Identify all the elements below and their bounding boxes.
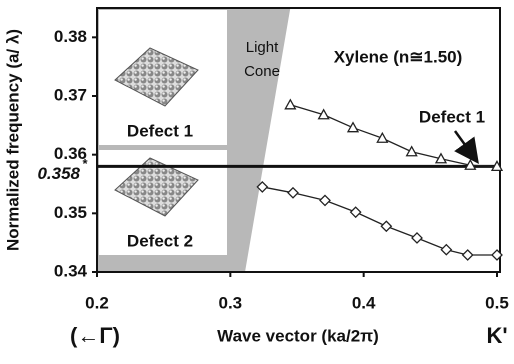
y-tick-label: 0.38 <box>54 27 87 46</box>
pointer-label: Defect 1 <box>419 107 485 126</box>
x-tick-label: 0.5 <box>485 293 509 312</box>
insets: Defect 1 Defect 2 <box>99 10 227 255</box>
inset-label: Defect 2 <box>127 231 193 250</box>
data-point <box>463 250 473 260</box>
x-tick-label: 0.3 <box>219 293 243 312</box>
inset-label: Defect 1 <box>127 121 193 140</box>
reference-marker: * <box>82 156 88 171</box>
y-tick-label: 0.37 <box>54 85 87 104</box>
x-axis-label: Wave vector (ka/2π) <box>217 326 379 345</box>
series-line <box>262 187 497 255</box>
data-point <box>412 233 422 243</box>
x-left-label: (←Γ) <box>70 323 120 348</box>
pointer-arrow <box>455 131 476 160</box>
reference-label: 0.358 <box>37 164 80 183</box>
data-point <box>441 245 451 255</box>
data-point <box>320 195 330 205</box>
annotation-title: Xylene (n≅1.50) <box>334 47 463 66</box>
light-cone-label: Cone <box>244 63 280 80</box>
light-cone-label: Light <box>246 39 279 56</box>
data-point <box>381 221 391 231</box>
x-tick-label: 0.2 <box>85 293 109 312</box>
data-point <box>377 133 387 142</box>
page: {"chart_data": {"type": "line", "annotat… <box>0 0 514 364</box>
data-point <box>285 100 295 109</box>
data-point <box>407 147 417 156</box>
data-point <box>348 123 358 132</box>
data-point <box>351 207 361 217</box>
x-tick-label: 0.4 <box>352 293 376 312</box>
y-tick-label: 0.34 <box>54 261 88 280</box>
chart: LightCone Defect 1 Defect 2 0.340.350.36… <box>0 0 514 364</box>
y-axis-label: Normalized frequency (a/ λ) <box>3 29 22 251</box>
x-right-label: K' <box>486 323 507 348</box>
y-tick-label: 0.35 <box>54 203 87 222</box>
data-point <box>288 188 298 198</box>
